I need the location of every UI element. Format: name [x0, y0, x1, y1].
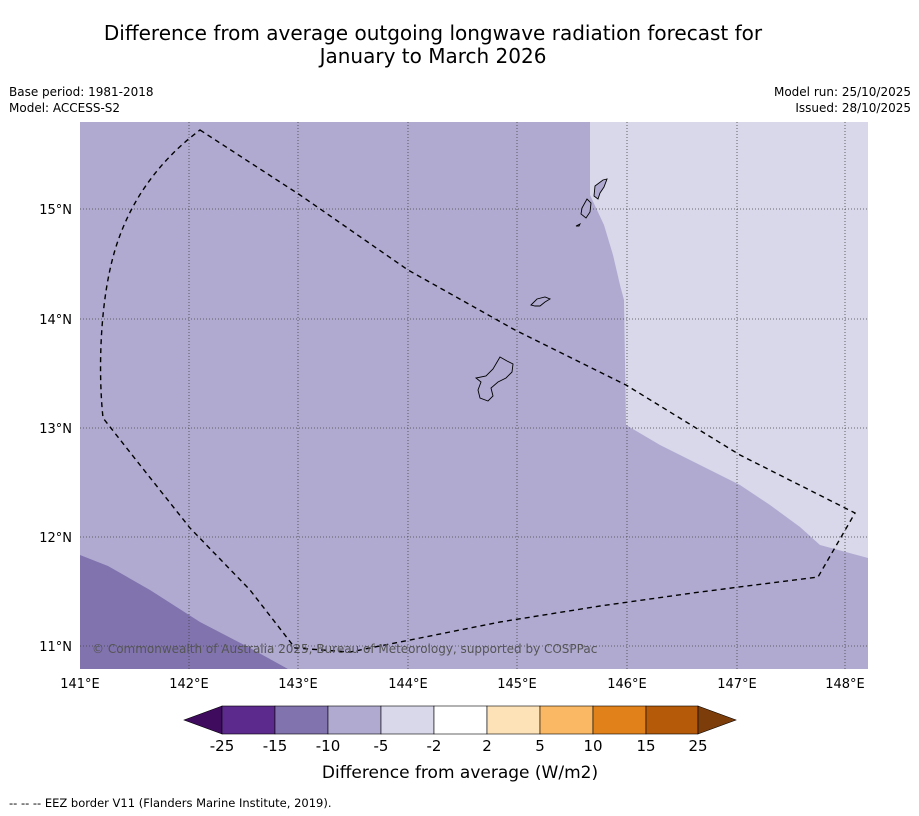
colorbar-tick: -15 — [263, 737, 288, 755]
meta-right: Model run: 25/10/2025 Issued: 28/10/2025 — [774, 84, 911, 116]
issued-date: Issued: 28/10/2025 — [795, 101, 911, 115]
title-line-2: January to March 2026 — [319, 44, 547, 68]
graticule — [80, 122, 868, 669]
lon-label-147: 147°E — [717, 677, 757, 692]
lat-label-12: 12°N — [39, 531, 72, 546]
lon-label-146: 146°E — [607, 677, 647, 692]
colorbar-tick: -5 — [374, 737, 389, 755]
copyright-note: © Commonwealth of Australia 2025, Bureau… — [92, 642, 597, 656]
model-name: Model: ACCESS-S2 — [9, 101, 121, 115]
island-rota — [530, 296, 552, 307]
longitude-labels: 141°E 142°E 143°E 144°E 145°E 146°E 147°… — [60, 677, 865, 692]
colorbar-segment — [592, 705, 647, 735]
map-area: © Commonwealth of Australia 2025, Bureau… — [80, 122, 868, 669]
colorbar-tick: -2 — [427, 737, 442, 755]
colorbar-segment — [539, 705, 594, 735]
island-tinian — [580, 198, 592, 219]
colorbar-extend-low — [183, 705, 223, 735]
colorbar-tick: 25 — [688, 737, 707, 755]
island-saipan — [593, 178, 608, 200]
colorbar-tick: -10 — [316, 737, 341, 755]
colorbar-segment — [221, 705, 276, 735]
lat-label-11: 11°N — [39, 640, 72, 655]
meta-left: Base period: 1981-2018 Model: ACCESS-S2 — [9, 84, 154, 116]
lon-label-143: 143°E — [278, 677, 318, 692]
lon-label-141: 141°E — [60, 677, 100, 692]
lon-label-144: 144°E — [388, 677, 428, 692]
island-guam — [474, 356, 514, 402]
colorbar-tick: 5 — [535, 737, 545, 755]
colorbar-ticks: -25 -15 -10 -5 -2 2 5 10 15 25 — [210, 737, 708, 755]
lon-label-145: 145°E — [497, 677, 537, 692]
model-run: Model run: 25/10/2025 — [773, 85, 911, 99]
eez-border — [99, 129, 856, 653]
colorbar-label: Difference from average (W/m2) — [322, 763, 598, 783]
lat-label-13: 13°N — [39, 422, 72, 437]
lat-label-15: 15°N — [39, 203, 72, 218]
base-period: Base period: 1981-2018 — [9, 85, 154, 99]
colorbar-segment — [327, 705, 382, 735]
lon-label-148: 148°E — [825, 677, 865, 692]
colorbar-extend-high — [697, 705, 737, 735]
colorbar-tick: -25 — [210, 737, 235, 755]
latitude-labels: 15°N 14°N 13°N 12°N 11°N — [39, 203, 72, 655]
colorbar-tick: 15 — [636, 737, 655, 755]
lon-label-142: 142°E — [169, 677, 209, 692]
colorbar-segment — [274, 705, 329, 735]
colorbar — [183, 705, 737, 735]
islands — [474, 178, 608, 402]
colorbar-tick: 2 — [482, 737, 492, 755]
colorbar-segment — [433, 705, 488, 735]
band-minus2-region — [590, 122, 868, 558]
colorbar-segment — [380, 705, 435, 735]
colorbar-segment — [486, 705, 541, 735]
band-minus10-region — [80, 555, 288, 669]
title-line-1: Difference from average outgoing longwav… — [103, 21, 763, 45]
lat-label-14: 14°N — [39, 313, 72, 328]
island-aguijan — [575, 222, 582, 227]
eez-legend-note: -- -- -- EEZ border V11 (Flanders Marine… — [9, 796, 332, 810]
colorbar-tick: 10 — [583, 737, 602, 755]
chart-title: Difference from average outgoing longwav… — [100, 22, 766, 68]
colorbar-segment — [645, 705, 699, 735]
